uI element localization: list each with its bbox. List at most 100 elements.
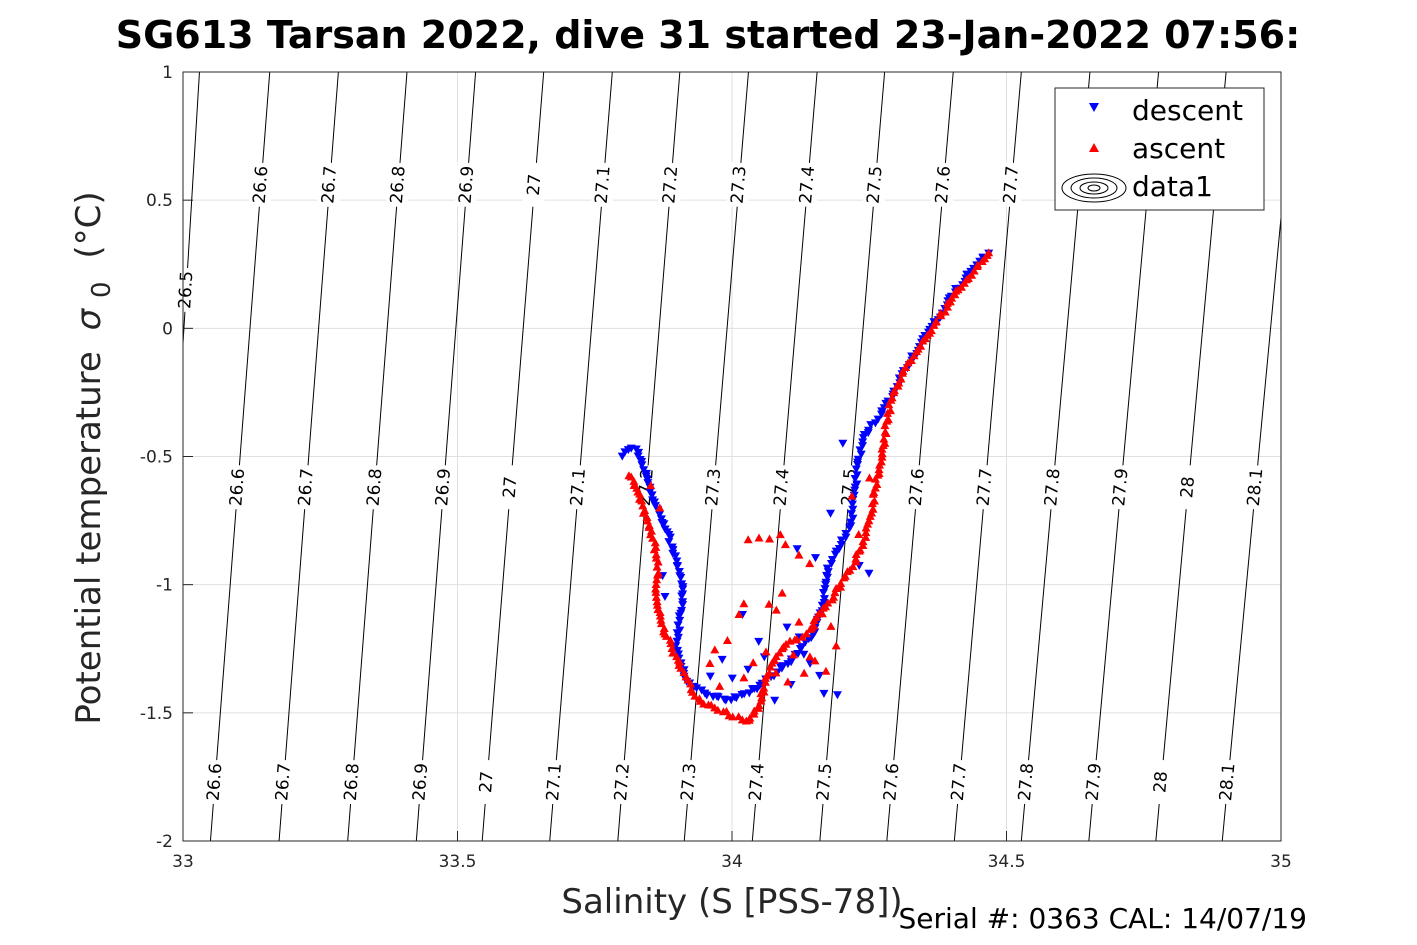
ascent-point (799, 668, 809, 677)
y-tick-label: -1 (156, 576, 173, 596)
descent-point (836, 541, 846, 550)
descent-point (672, 629, 682, 638)
ascent-point (665, 635, 675, 644)
y-axis-label-unit: (°C) (69, 191, 109, 258)
ascent-point (855, 545, 865, 554)
descent-point (826, 509, 836, 518)
contour-label-bottom: 27.3 (678, 762, 701, 801)
ascent-point (655, 611, 665, 620)
contour-label-bg (1175, 464, 1202, 511)
contour-label-bg (930, 161, 957, 208)
contour-label-mid: 27.8 (1041, 468, 1064, 507)
contour-label-bg (904, 464, 931, 511)
ascent-point (884, 400, 894, 409)
ascent-point (713, 705, 723, 714)
contour-label-bg (521, 161, 548, 208)
ascent-point (652, 600, 662, 609)
y-tick-label: 1 (162, 63, 173, 83)
serial-cal-footer: Serial #: 0363 CAL: 14/07/19 (899, 902, 1307, 935)
ascent-point (851, 554, 861, 563)
ascent-point (826, 621, 836, 630)
contour-label-bg (430, 464, 457, 511)
ascent-point (840, 571, 850, 580)
descent-point (848, 505, 858, 514)
ascent-point (861, 532, 871, 541)
ascent-point (646, 481, 656, 490)
descent-point (832, 691, 842, 700)
descent-point (643, 479, 653, 488)
descent-point (841, 530, 851, 539)
ascent-point (783, 677, 793, 686)
descent-point (672, 557, 682, 566)
ascent-point (638, 508, 648, 517)
ascent-point (877, 449, 887, 458)
ascent-point (969, 266, 979, 275)
ascent-point (788, 650, 798, 659)
contour-label-bg (541, 759, 568, 805)
contour-label-bg (946, 759, 973, 805)
ascent-point (743, 535, 753, 544)
ascent-point (651, 584, 661, 593)
contour-label-bg (454, 162, 480, 208)
ascent-series (624, 248, 994, 725)
contour-label-mid: 27 (500, 476, 522, 499)
ascent-point (896, 374, 906, 383)
ascent-point (901, 363, 911, 372)
descent-point (749, 685, 759, 694)
descent-point (775, 662, 785, 671)
y-axis-label-text: Potential temperature (69, 351, 109, 724)
ascent-point (775, 530, 785, 539)
descent-point (847, 500, 857, 509)
contour-label-bg (1148, 759, 1175, 805)
y-axis-label-sigma: σ (69, 307, 109, 330)
contour-label-mid: 27.4 (771, 468, 794, 507)
contour-label-bg (811, 759, 838, 805)
descent-point (664, 538, 674, 547)
ascent-point (666, 639, 676, 648)
contour-label-bg (339, 759, 365, 805)
contour-label-top: 27.2 (659, 165, 682, 204)
ascent-point (821, 666, 831, 675)
descent-point (851, 465, 861, 474)
ascent-point (864, 473, 874, 482)
contour-label-bottom: 28.1 (1216, 762, 1239, 802)
ascent-point (759, 683, 769, 692)
ascent-point (817, 609, 827, 618)
contour-label-mid: 27.9 (1109, 468, 1132, 508)
ascent-point (761, 647, 771, 656)
ascent-point (883, 415, 893, 424)
contour-label-left: 26.5 (175, 270, 197, 309)
descent-point (678, 601, 688, 610)
contour-label-bottom: 26.6 (204, 762, 227, 801)
ascent-point (847, 491, 857, 500)
contour-label-bottom: 27.2 (611, 762, 634, 801)
ascent-point (705, 659, 715, 668)
contour-label-bg (676, 759, 702, 805)
ascent-point (869, 496, 879, 505)
descent-point (864, 569, 874, 578)
x-axis-ticks: 33 33.5 34 34.5 35 (172, 831, 1292, 872)
ascent-point (754, 701, 764, 710)
contour-label-top: 27.1 (592, 165, 615, 204)
contour-label-bottom: 27.9 (1083, 762, 1106, 802)
contour-label-bottom: 27.5 (813, 762, 836, 801)
ascent-point (659, 624, 669, 633)
contour-label-bg (998, 161, 1025, 208)
y-tick-label: -0.5 (140, 448, 173, 468)
ascent-point (728, 712, 738, 721)
descent-point (819, 689, 829, 698)
ascent-point (676, 663, 686, 672)
descent-point (782, 623, 792, 632)
ascent-point (650, 538, 660, 547)
legend-descent-label: descent (1132, 94, 1243, 127)
ascent-point (880, 427, 890, 436)
descent-point (856, 450, 866, 459)
legend-ascent-marker (1089, 143, 1099, 152)
ascent-point (652, 562, 662, 571)
ascent-point (651, 592, 661, 601)
ascent-point (764, 599, 774, 608)
descent-point (838, 439, 848, 448)
ascent-point (872, 479, 882, 488)
descent-point (852, 471, 862, 480)
x-tick-label: 34 (721, 852, 743, 872)
